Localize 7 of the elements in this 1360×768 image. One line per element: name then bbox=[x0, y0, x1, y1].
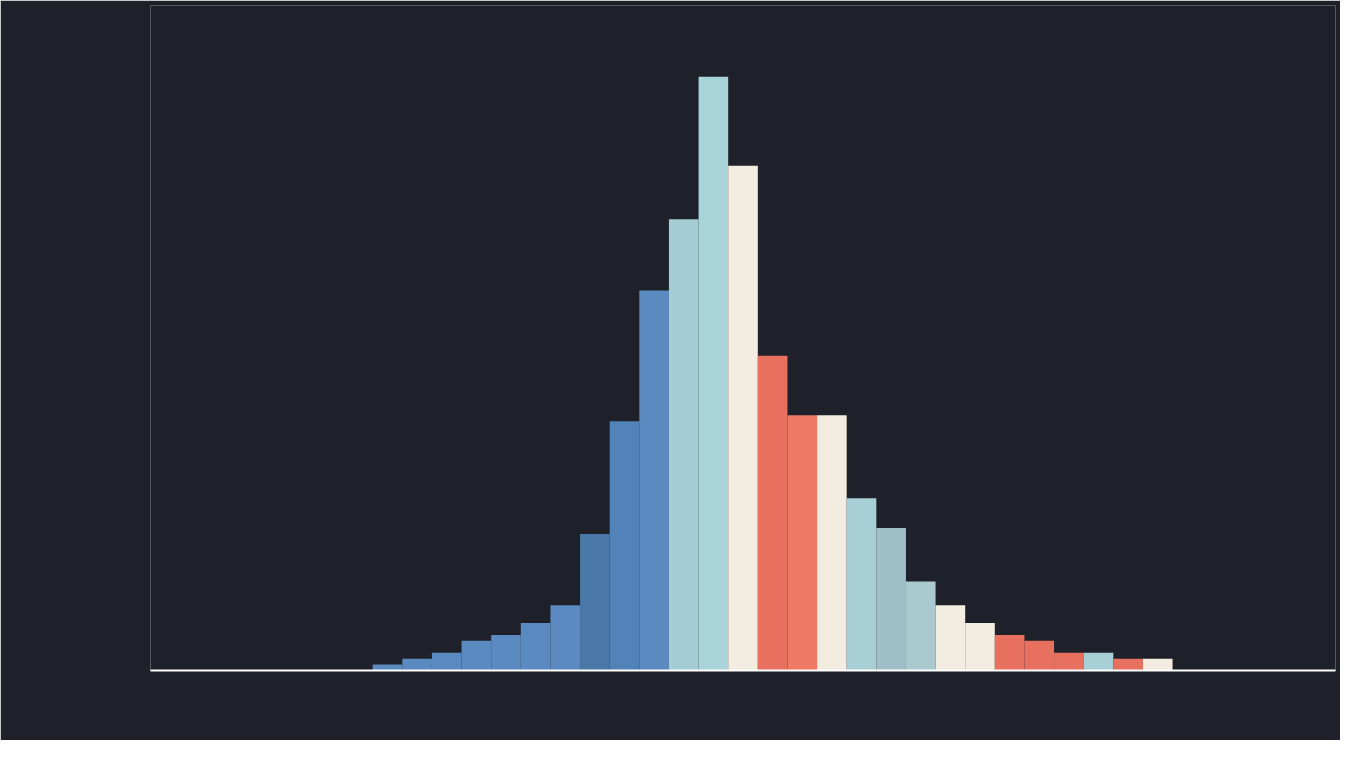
bar bbox=[728, 165, 758, 671]
bar bbox=[1142, 658, 1173, 671]
bar bbox=[1083, 652, 1114, 671]
bar bbox=[580, 533, 610, 671]
bar bbox=[1113, 658, 1143, 671]
bar bbox=[817, 415, 847, 671]
bar bbox=[846, 498, 877, 671]
